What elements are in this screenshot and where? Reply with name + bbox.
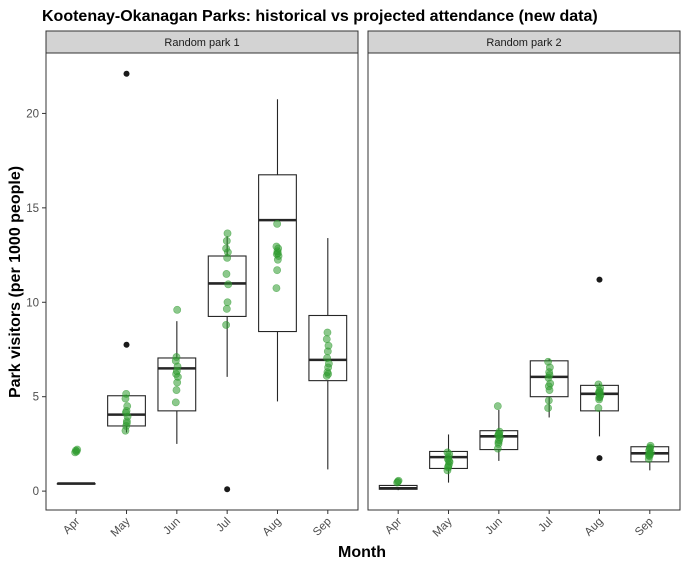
projected-point: [223, 298, 232, 307]
projected-point: [123, 402, 132, 411]
facet-strip-label: Random park 2: [486, 37, 561, 49]
projected-point: [272, 284, 281, 293]
projected-point: [223, 229, 232, 238]
chart-title: Kootenay-Okanagan Parks: historical vs p…: [42, 8, 598, 25]
x-tick-label: Apr: [383, 516, 404, 537]
projected-point: [173, 305, 182, 314]
x-tick-label: Jun: [161, 516, 183, 538]
x-tick-label: May: [109, 515, 133, 539]
projected-point: [222, 236, 231, 245]
y-tick-label: 10: [26, 297, 39, 309]
x-tick-label: Jul: [214, 516, 233, 535]
projected-point: [222, 304, 231, 313]
x-tick-label: Jun: [483, 516, 505, 538]
facet-strip-label: Random park 1: [164, 37, 239, 49]
projected-point: [222, 244, 231, 253]
outlier-point: [123, 70, 130, 77]
projected-point: [324, 370, 333, 378]
x-tick-label: Jul: [536, 516, 555, 535]
y-tick-label: 15: [26, 203, 39, 215]
box-apr: [56, 482, 96, 485]
x-tick-label: Aug: [583, 516, 606, 539]
projected-point: [323, 354, 332, 362]
y-tick-label: 20: [26, 108, 39, 120]
projected-point: [394, 476, 403, 485]
y-axis-title: Park visitors (per 1000 people): [7, 166, 24, 398]
projected-point: [222, 321, 231, 329]
projected-point: [122, 419, 131, 428]
projected-point: [646, 443, 655, 452]
projected-point: [323, 328, 332, 337]
outlier-point: [224, 486, 231, 493]
projected-point: [171, 398, 180, 407]
projected-point: [272, 242, 281, 251]
projected-point: [494, 438, 503, 446]
projected-point: [172, 386, 181, 394]
outlier-point: [596, 455, 603, 462]
x-axis-title: Month: [338, 544, 386, 561]
projected-point: [544, 382, 553, 391]
panel-border: [367, 52, 681, 511]
projected-point: [594, 404, 603, 412]
projected-point: [493, 402, 502, 411]
projected-point: [122, 389, 131, 398]
projected-point: [324, 341, 333, 350]
projected-point: [273, 220, 282, 228]
projected-point: [544, 404, 553, 412]
x-tick-label: Sep: [311, 516, 334, 539]
projected-point: [595, 388, 604, 396]
y-tick-label: 0: [33, 486, 39, 498]
x-tick-label: Sep: [633, 516, 656, 539]
projected-point: [172, 353, 181, 361]
projected-point: [545, 371, 554, 379]
x-tick-label: Apr: [61, 516, 82, 537]
panel-2: Random park 2 Apr May Jun Jul Aug Sep: [367, 30, 681, 539]
projected-point: [73, 445, 82, 454]
box-aug: [580, 276, 619, 462]
outlier-point: [123, 341, 130, 348]
x-tick-label: Aug: [261, 516, 284, 539]
projected-point: [443, 448, 452, 457]
panel-border: [45, 52, 359, 511]
projected-point: [594, 380, 603, 389]
projected-point: [224, 280, 233, 289]
projected-point: [544, 396, 553, 405]
projected-point: [444, 457, 453, 465]
box-may: [107, 70, 146, 433]
x-tick-label: May: [431, 515, 455, 539]
projected-point: [222, 270, 231, 278]
projected-point: [322, 335, 331, 343]
y-tick-label: 5: [33, 392, 39, 404]
projected-point: [495, 430, 504, 439]
projected-point: [544, 357, 553, 366]
outlier-point: [596, 276, 603, 283]
projected-point: [273, 266, 282, 275]
panel-1: Random park 1 Apr May Jun Jul Aug Sep: [45, 30, 359, 539]
projected-point: [273, 249, 282, 258]
